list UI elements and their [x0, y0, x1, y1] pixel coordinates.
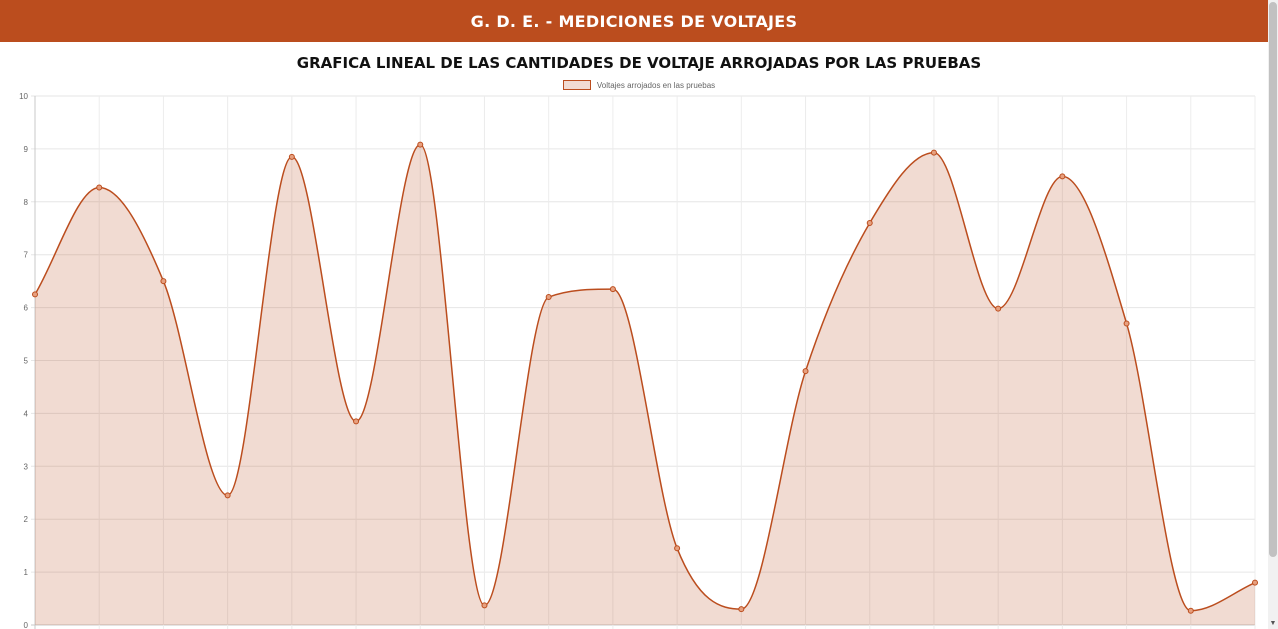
data-point — [1252, 579, 1258, 586]
y-tick-label: 5 — [24, 357, 29, 366]
data-point — [930, 149, 937, 156]
data-point — [1059, 173, 1066, 180]
series-path — [34, 143, 1256, 612]
vertical-scrollbar[interactable]: ▼ — [1268, 0, 1278, 629]
legend-swatch — [562, 80, 591, 90]
chart-legend[interactable]: Voltajes arrojados en las pruebas — [0, 80, 1278, 90]
data-point — [995, 305, 1002, 312]
area-fill — [35, 144, 1255, 625]
y-tick-label: 6 — [24, 304, 29, 313]
y-tick-label: 1 — [24, 568, 29, 577]
data-point — [1123, 320, 1130, 327]
y-tick-label: 0 — [24, 621, 29, 629]
data-point — [609, 286, 616, 293]
scrollbar-thumb[interactable] — [1269, 2, 1277, 557]
data-point — [545, 294, 552, 301]
series-area — [35, 144, 1255, 625]
app-title: G. D. E. - MEDICIONES DE VOLTAJES — [470, 11, 798, 31]
y-tick-label: 3 — [24, 462, 29, 471]
legend-label: Voltajes arrojados en las pruebas — [596, 80, 716, 90]
data-point — [224, 492, 231, 499]
data-point — [96, 184, 103, 191]
grid — [31, 95, 1256, 629]
data-point — [353, 418, 360, 425]
y-tick-label: 4 — [24, 409, 29, 418]
chart-title: GRAFICA LINEAL DE LAS CANTIDADES DE VOLT… — [296, 54, 982, 72]
y-tick-label: 7 — [24, 251, 29, 260]
data-point — [481, 602, 488, 609]
data-point — [288, 153, 295, 160]
data-point — [1187, 607, 1194, 614]
series-line — [34, 143, 1256, 612]
data-point — [160, 278, 167, 285]
data-point — [674, 545, 681, 552]
y-axis-ticks: 0 1 2 3 4 5 6 7 8 9 10 — [19, 92, 28, 629]
app-header: G. D. E. - MEDICIONES DE VOLTAJES — [0, 0, 1268, 42]
data-point — [32, 291, 38, 298]
y-tick-label: 2 — [24, 515, 29, 524]
data-point — [417, 141, 424, 148]
y-tick-label: 10 — [19, 92, 28, 101]
data-point — [866, 219, 873, 226]
data-points — [32, 141, 1258, 614]
scroll-down-arrow-icon[interactable]: ▼ — [1269, 620, 1277, 627]
y-tick-label: 8 — [24, 198, 29, 207]
y-tick-label: 9 — [24, 145, 29, 154]
data-point — [802, 368, 809, 375]
data-point — [738, 606, 745, 613]
